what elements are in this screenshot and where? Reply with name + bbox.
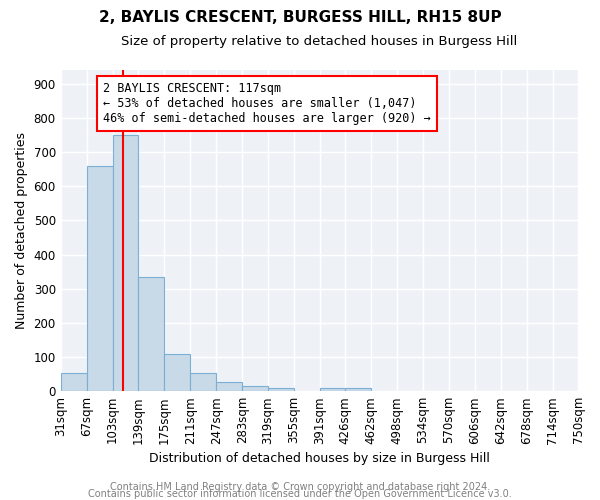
Bar xyxy=(139,276,164,391)
Bar xyxy=(268,388,294,391)
Bar xyxy=(86,166,113,391)
Bar xyxy=(61,374,86,391)
Y-axis label: Number of detached properties: Number of detached properties xyxy=(15,132,28,329)
Text: 2, BAYLIS CRESCENT, BURGESS HILL, RH15 8UP: 2, BAYLIS CRESCENT, BURGESS HILL, RH15 8… xyxy=(98,10,502,25)
Bar xyxy=(164,354,190,391)
Text: 2 BAYLIS CRESCENT: 117sqm
← 53% of detached houses are smaller (1,047)
46% of se: 2 BAYLIS CRESCENT: 117sqm ← 53% of detac… xyxy=(103,82,431,125)
Text: Contains public sector information licensed under the Open Government Licence v3: Contains public sector information licen… xyxy=(88,489,512,499)
X-axis label: Distribution of detached houses by size in Burgess Hill: Distribution of detached houses by size … xyxy=(149,452,490,465)
Bar xyxy=(345,388,371,391)
Text: Contains HM Land Registry data © Crown copyright and database right 2024.: Contains HM Land Registry data © Crown c… xyxy=(110,482,490,492)
Bar xyxy=(113,135,139,391)
Title: Size of property relative to detached houses in Burgess Hill: Size of property relative to detached ho… xyxy=(121,35,518,48)
Bar xyxy=(190,374,216,391)
Bar xyxy=(320,388,345,391)
Bar xyxy=(216,382,242,391)
Bar xyxy=(242,386,268,391)
